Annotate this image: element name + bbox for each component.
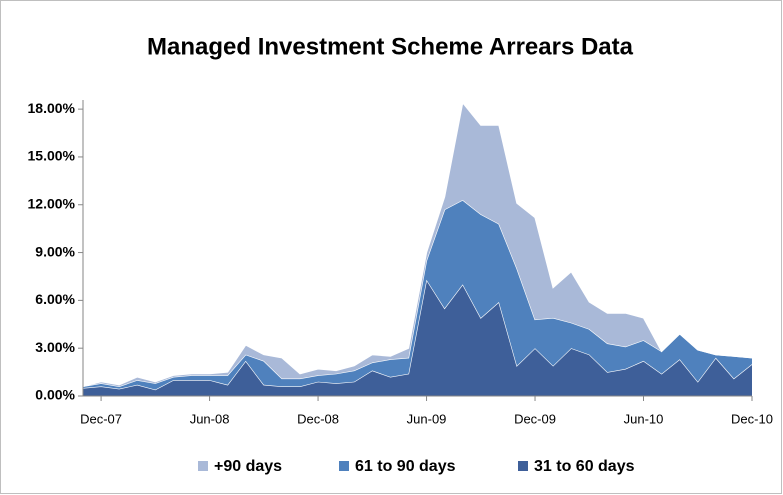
x-tick-label: Dec-07 [80, 411, 122, 426]
area-edge [82, 101, 753, 387]
x-tick-label: Jun-08 [190, 411, 230, 426]
area [83, 200, 752, 390]
chart-title: Managed Investment Scheme Arrears Data [147, 33, 634, 60]
x-tick-label: Dec-10 [731, 411, 773, 426]
legend-swatch [198, 461, 208, 471]
x-tick-label: Jun-10 [624, 411, 664, 426]
y-tick-label: 6.00% [35, 291, 75, 307]
legend-label: +90 days [214, 458, 282, 475]
area [83, 102, 752, 387]
y-tick-label: 9.00% [35, 243, 75, 259]
y-tick-label: 0.00% [35, 387, 75, 403]
legend-label: 61 to 90 days [355, 458, 456, 475]
x-tick-label: Dec-09 [514, 411, 556, 426]
legend-swatch [518, 461, 528, 471]
x-tick-label: Dec-08 [297, 411, 339, 426]
y-tick-label: 12.00% [28, 195, 76, 211]
legend-swatch [339, 461, 349, 471]
legend-label: 31 to 60 days [534, 458, 635, 475]
y-tick-label: 3.00% [35, 339, 75, 355]
x-tick-label: Jun-09 [407, 411, 447, 426]
y-tick-label: 18.00% [28, 100, 76, 116]
y-tick-label: 15.00% [28, 148, 76, 164]
